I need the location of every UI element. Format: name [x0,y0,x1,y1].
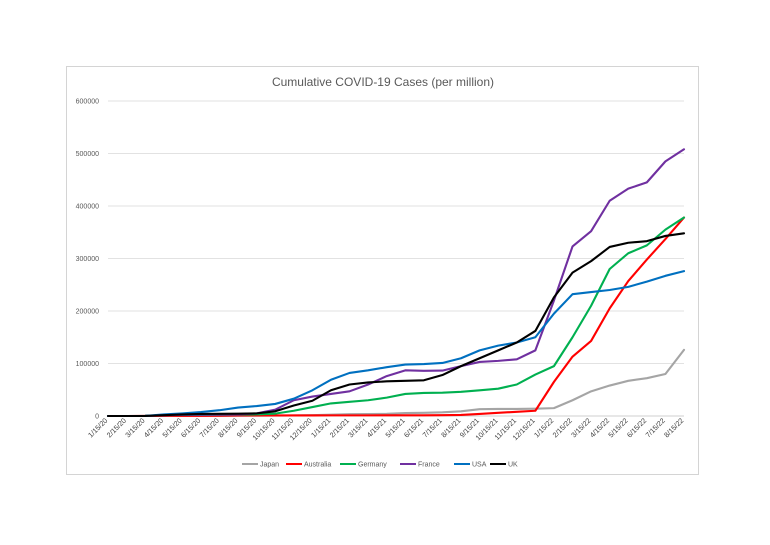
legend-entry: USA [472,462,487,469]
x-tick-label: 6/15/20 [179,416,202,439]
x-tick-label: 4/15/21 [365,416,388,439]
chart-title: Cumulative COVID-19 Cases (per million) [272,75,494,89]
x-tick-label: 3/15/20 [123,416,146,439]
series-line-france [106,148,686,418]
chart-frame: Cumulative COVID-19 Cases (per million) … [66,66,699,475]
y-tick-label: 400000 [76,204,99,211]
series-line-uk [106,232,686,418]
x-tick-label: 3/15/21 [346,416,369,439]
x-axis-tick-labels: 1/15/202/15/203/15/204/15/205/15/206/15/… [86,416,685,442]
x-tick-label: 2/15/22 [551,416,574,439]
legend-entry: France [418,462,440,469]
x-tick-label: 1/15/21 [309,416,332,439]
x-tick-label: 7/15/20 [198,416,221,439]
x-tick-label: 8/15/21 [439,416,462,439]
x-tick-label: 6/15/21 [402,416,425,439]
legend-entry: Australia [304,462,331,469]
series-lines [106,148,686,418]
x-tick-label: 8/15/22 [662,416,685,439]
y-tick-label: 100000 [76,361,99,368]
x-tick-label: 5/15/20 [160,416,183,439]
x-tick-label: 5/15/21 [383,416,406,439]
gridlines [108,100,684,364]
y-tick-label: 600000 [76,99,99,106]
x-tick-label: 4/15/22 [588,416,611,439]
legend: Japan Australia Germany France USA UK [242,462,518,469]
y-axis-tick-labels: 0 100000 200000 300000 400000 500000 600000 [76,99,99,421]
x-tick-label: 4/15/20 [142,416,165,439]
legend-entry: Germany [358,462,387,469]
series-line-usa [106,270,686,418]
x-tick-label: 3/15/22 [569,416,592,439]
y-tick-label: 300000 [76,256,99,263]
x-tick-label: 2/15/21 [328,416,351,439]
legend-entry: Japan [260,462,279,469]
y-tick-label: 500000 [76,151,99,158]
series-line-japan [106,348,686,418]
legend-entry: UK [508,462,518,469]
x-tick-label: 5/15/22 [606,416,629,439]
x-tick-label: 6/15/22 [625,416,648,439]
series-line-germany [106,216,686,418]
y-tick-label: 0 [95,414,99,421]
x-tick-label: 7/15/22 [644,416,667,439]
series-line-australia [106,216,686,418]
x-tick-label: 1/15/22 [532,416,555,439]
x-tick-label: 8/15/20 [216,416,239,439]
y-tick-label: 200000 [76,309,99,316]
x-tick-label: 2/15/20 [105,416,128,439]
x-tick-label: 7/15/21 [421,416,444,439]
line-chart: Cumulative COVID-19 Cases (per million) … [76,75,686,469]
